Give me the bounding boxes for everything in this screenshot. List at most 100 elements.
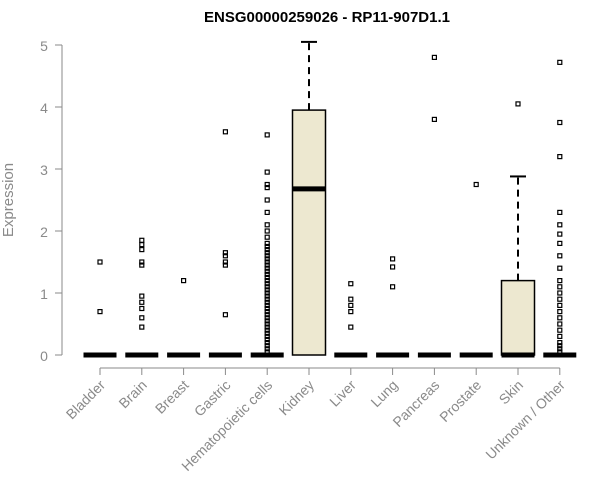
outlier-point bbox=[139, 293, 145, 299]
x-tick-label: Brain bbox=[115, 377, 149, 411]
y-tick-label: 3 bbox=[40, 162, 48, 178]
outlier-point bbox=[557, 349, 563, 355]
box-gastric bbox=[208, 129, 242, 358]
outlier-point bbox=[264, 197, 270, 203]
boxes bbox=[83, 40, 577, 358]
outlier-point bbox=[139, 259, 145, 265]
outlier-point bbox=[264, 349, 270, 355]
outlier-point bbox=[557, 296, 563, 302]
outlier-point bbox=[264, 234, 270, 240]
outlier-point bbox=[264, 327, 270, 333]
outlier-point bbox=[557, 253, 563, 259]
y-axis-label: Expression bbox=[0, 163, 17, 237]
outlier-point bbox=[557, 343, 563, 349]
box-skin bbox=[500, 101, 536, 358]
outlier-point bbox=[139, 242, 145, 248]
box-prostate bbox=[459, 181, 493, 358]
outlier-point bbox=[222, 129, 228, 135]
outlier-point bbox=[557, 265, 563, 271]
outlier-point bbox=[264, 318, 270, 324]
outlier-point bbox=[264, 240, 270, 246]
outlier-point bbox=[139, 262, 145, 268]
outlier-point bbox=[390, 264, 396, 270]
outlier-point bbox=[264, 321, 270, 327]
outlier-point bbox=[557, 315, 563, 321]
outlier-point bbox=[264, 284, 270, 290]
outlier-point bbox=[557, 290, 563, 296]
y-tick-label: 5 bbox=[40, 38, 48, 54]
outlier-point bbox=[264, 265, 270, 271]
outlier-point bbox=[264, 293, 270, 299]
outlier-point bbox=[557, 284, 563, 290]
x-tick-label: Prostate bbox=[436, 377, 484, 425]
outlier-point bbox=[557, 231, 563, 237]
outlier-point bbox=[264, 309, 270, 315]
box-unknown-other bbox=[543, 59, 577, 358]
outlier-point bbox=[264, 315, 270, 321]
box-iqr bbox=[291, 109, 327, 356]
outlier-point bbox=[97, 309, 103, 315]
outlier-point bbox=[264, 247, 270, 253]
box-breast bbox=[167, 278, 201, 358]
outlier-point bbox=[222, 253, 228, 259]
outlier-point bbox=[222, 262, 228, 268]
x-tick-label: Kidney bbox=[276, 377, 318, 419]
x-tick-label: Breast bbox=[152, 377, 192, 417]
outlier-point bbox=[557, 222, 563, 228]
outlier-point bbox=[348, 324, 354, 330]
outlier-point bbox=[264, 296, 270, 302]
outlier-point bbox=[264, 250, 270, 256]
outlier-point bbox=[264, 181, 270, 188]
outlier-point bbox=[264, 132, 270, 138]
outlier-point bbox=[264, 169, 270, 175]
outlier-point bbox=[557, 321, 563, 327]
box-hematopoietic-cells bbox=[250, 132, 284, 358]
outlier-point bbox=[264, 253, 270, 259]
outlier-point bbox=[264, 302, 270, 308]
outlier-point bbox=[557, 346, 563, 352]
box-brain bbox=[125, 237, 159, 358]
box-pancreas bbox=[417, 54, 451, 358]
outlier-point bbox=[264, 346, 270, 352]
outlier-point bbox=[264, 256, 270, 262]
outlier-point bbox=[390, 284, 396, 290]
outlier-point bbox=[557, 240, 563, 246]
box-lung bbox=[376, 256, 410, 358]
outlier-point bbox=[557, 327, 563, 333]
outlier-point bbox=[515, 101, 521, 107]
x-tick-label: Bladder bbox=[63, 377, 109, 423]
outlier-point bbox=[264, 336, 270, 343]
outlier-point bbox=[139, 305, 145, 312]
outlier-point bbox=[264, 271, 270, 277]
outlier-point bbox=[557, 59, 563, 65]
outlier-point bbox=[264, 259, 270, 265]
outlier-point bbox=[264, 340, 270, 346]
axes: 0 1 2 3 4 5 bbox=[40, 38, 561, 375]
outlier-point bbox=[139, 237, 145, 243]
outlier-point bbox=[264, 287, 270, 293]
box-liver bbox=[334, 281, 368, 358]
outlier-point bbox=[97, 259, 103, 265]
outlier-point bbox=[139, 299, 145, 305]
outlier-point bbox=[264, 333, 270, 339]
box-iqr bbox=[500, 279, 536, 356]
outlier-point bbox=[264, 228, 270, 234]
outlier-point bbox=[264, 268, 270, 274]
box-bladder bbox=[83, 259, 117, 358]
outlier-point bbox=[222, 312, 228, 318]
outlier-point bbox=[139, 315, 145, 321]
outlier-point bbox=[348, 296, 354, 302]
outlier-point bbox=[557, 119, 563, 126]
outlier-point bbox=[557, 309, 563, 315]
outlier-point bbox=[264, 185, 270, 191]
x-tick-label: Skin bbox=[496, 377, 527, 408]
outlier-point bbox=[557, 302, 563, 308]
outlier-point bbox=[264, 274, 270, 281]
outlier-point bbox=[264, 278, 270, 284]
x-tick-label: Lung bbox=[367, 377, 400, 410]
outlier-point bbox=[557, 278, 563, 284]
outlier-point bbox=[431, 54, 437, 61]
outlier-point bbox=[264, 290, 270, 296]
outlier-point bbox=[222, 259, 228, 265]
